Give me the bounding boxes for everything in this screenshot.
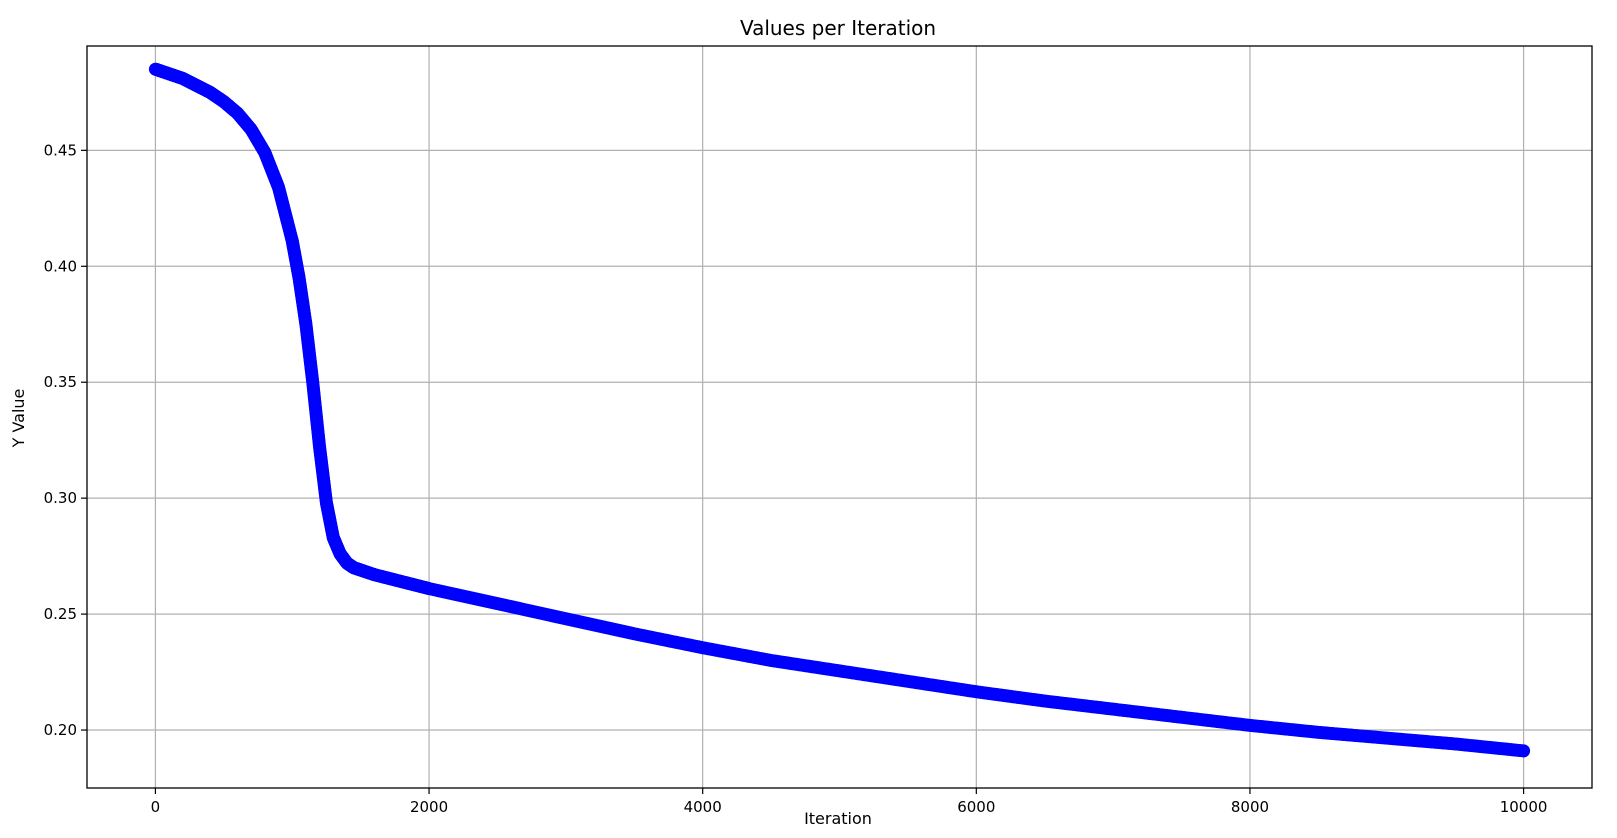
y-tick-label: 0.30: [44, 489, 77, 507]
x-tick-label: 0: [151, 798, 161, 816]
data-point: [1517, 744, 1531, 758]
x-tick-label: 6000: [957, 798, 995, 816]
x-tick-label: 10000: [1500, 798, 1548, 816]
y-tick-label: 0.45: [44, 141, 77, 159]
chart-title: Values per Iteration: [740, 16, 936, 40]
y-tick-label: 0.35: [44, 373, 77, 391]
y-axis-label: Y Value: [9, 389, 28, 449]
x-tick-label: 8000: [1231, 798, 1269, 816]
y-tick-label: 0.40: [44, 257, 77, 275]
y-axis: 0.20 0.25 0.30 0.35 0.40 0.45: [44, 141, 87, 739]
x-tick-label: 2000: [410, 798, 448, 816]
data-series: [148, 62, 1531, 758]
y-tick-label: 0.20: [44, 721, 77, 739]
x-axis-label: Iteration: [804, 809, 872, 828]
plot-frame: [86, 45, 1593, 789]
grid: [87, 46, 1592, 788]
y-tick-label: 0.25: [44, 605, 77, 623]
x-axis: 0 2000 4000 6000 8000 10000: [151, 788, 1548, 816]
x-tick-label: 4000: [684, 798, 722, 816]
